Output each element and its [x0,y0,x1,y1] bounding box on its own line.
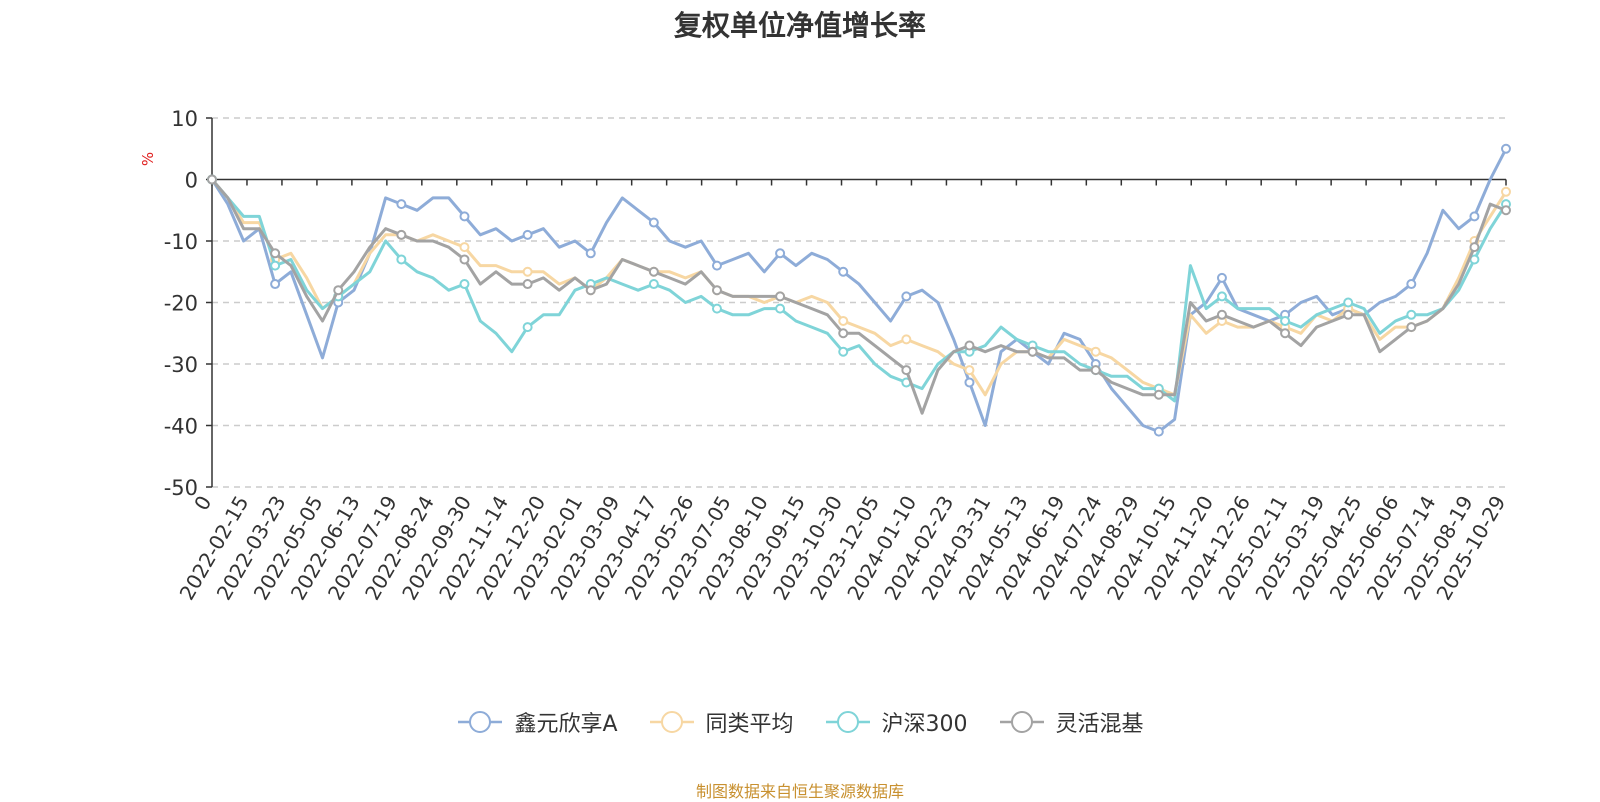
axis-layer: 100-10-20-30-40-5002022-02-152022-03-232… [164,107,1511,604]
data-point [333,285,344,296]
legend-item[interactable]: 灵活混基 [998,706,1144,738]
data-point [1501,205,1511,216]
x-tick-label: 0 [189,492,216,515]
legend-marker-icon [999,711,1044,733]
data-point [901,334,912,345]
legend-item[interactable]: 同类平均 [648,706,794,738]
data-point [648,217,659,228]
data-point [522,322,533,333]
data-point [270,248,281,259]
data-point [1027,346,1038,357]
data-point [585,248,596,259]
data-point [1343,309,1354,320]
data-point [964,365,975,376]
series-layer [207,143,1511,437]
data-point [1153,389,1164,400]
y-tick-label: -40 [164,415,198,439]
data-point [459,254,470,265]
data-point [901,291,912,302]
series-line [210,178,1507,415]
data-point [459,211,470,222]
series-line [210,148,1508,434]
data-point [585,285,596,296]
legend-label: 同类平均 [705,712,794,737]
data-point [396,199,407,210]
series-line [210,178,1508,397]
legend-item[interactable]: 鑫元欣享A [456,706,618,738]
data-point [1153,426,1164,437]
data-point [1501,186,1511,197]
data-point [522,229,533,240]
data-point [838,346,849,357]
legend-label: 沪深300 [881,712,968,737]
data-point [1406,309,1417,320]
data-point [838,266,849,277]
legend-label: 鑫元欣享A [514,712,618,737]
data-point [522,266,533,277]
data-point [964,340,975,351]
series-line [210,178,1508,403]
data-point [838,328,849,339]
legend-item[interactable]: 沪深300 [824,706,968,738]
data-point [207,174,217,185]
data-point [775,248,786,259]
data-point [459,279,470,290]
chart-title: 复权单位净值增长率 [673,9,926,42]
data-point [648,266,659,277]
data-point [1469,242,1480,253]
data-point [711,260,722,271]
data-point [1343,297,1354,308]
data-point [648,279,659,290]
legend-marker-icon [649,711,694,733]
data-point [964,377,975,388]
data-point [1501,143,1511,154]
data-point [775,303,786,314]
grid-layer [212,117,1506,488]
data-point [1469,211,1480,222]
data-point [270,279,281,290]
data-point [711,285,722,296]
data-point [838,315,849,326]
legend-marker-icon [825,711,870,733]
data-point [775,291,786,302]
y-tick-label: -50 [164,476,198,500]
y-tick-label: -30 [164,353,198,377]
data-point [711,303,722,314]
data-point [1280,315,1291,326]
legend-label: 灵活混基 [1055,712,1144,737]
data-point [1090,346,1101,357]
data-point [396,229,407,240]
data-point [1406,279,1417,290]
source-note: 制图数据来自恒生聚源数据库 [695,782,904,801]
legend: 鑫元欣享A 同类平均 沪深300 灵活混基 [0,706,1600,738]
data-point [1216,291,1227,302]
data-point [901,365,912,376]
y-tick-label: 0 [185,169,198,193]
y-tick-label: 10 [171,107,198,131]
y-tick-label: -10 [164,230,198,254]
data-point [1090,365,1101,376]
data-point [270,260,281,271]
data-point [1216,272,1227,283]
data-point [459,242,470,253]
data-point [396,254,407,265]
legend-marker-icon [458,711,503,733]
data-point [1216,309,1227,320]
y-tick-label: -20 [164,292,198,316]
data-point [522,279,533,290]
data-point [1406,322,1417,333]
data-point [1280,328,1291,339]
